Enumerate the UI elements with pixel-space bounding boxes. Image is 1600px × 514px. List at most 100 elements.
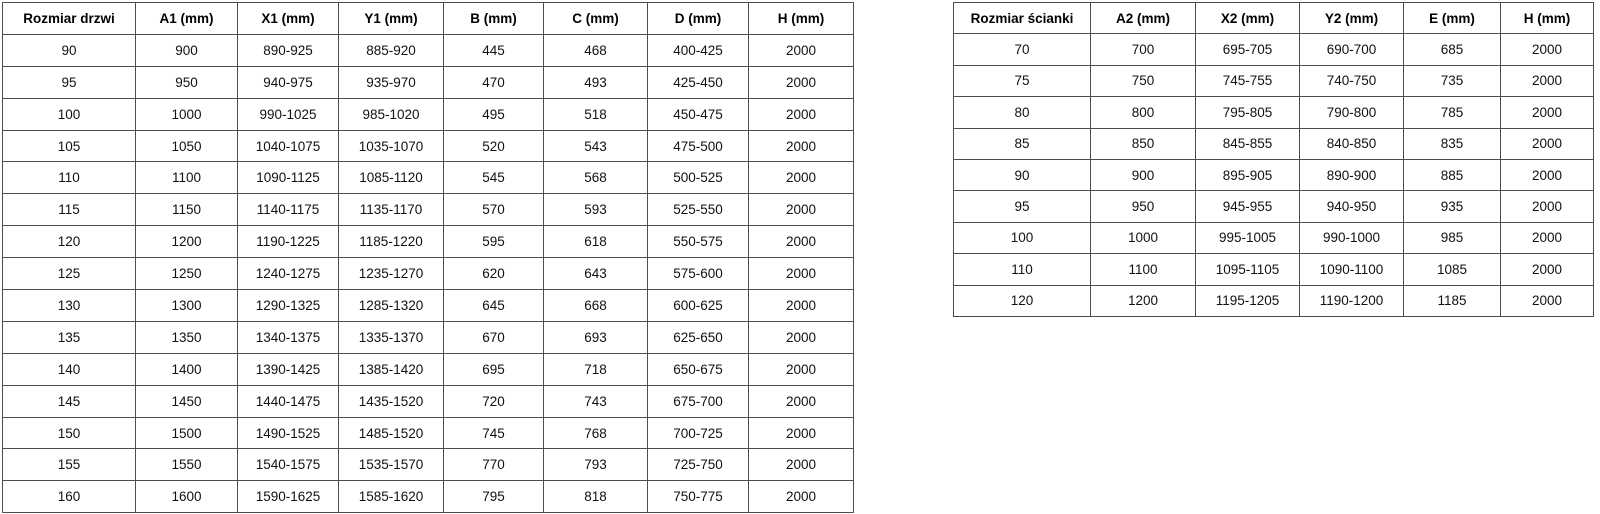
table-cell: 885-920	[338, 33, 444, 67]
table-cell: 1195-1205	[1195, 284, 1300, 317]
table-cell: 1150	[135, 193, 238, 227]
table-cell: 600-625	[647, 289, 749, 322]
table-cell: 1335-1370	[338, 320, 444, 354]
table-cell: 550-575	[647, 225, 749, 259]
table-cell: 90	[2, 33, 136, 67]
table-row: 155 1550 1540-1575 1535-1570 770 793 725-750 20…	[2, 448, 854, 482]
table-cell: 770	[443, 448, 544, 482]
table-row: 100 1000 995-1005 990-1000 985 2000	[953, 221, 1594, 255]
table-row: 95 950 945-955 940-950 935 2000	[953, 190, 1594, 223]
table-cell: 2000	[748, 193, 854, 227]
table-cell: 2000	[1500, 284, 1594, 317]
table-cell: 1290-1325	[237, 289, 339, 322]
table-cell: 1000	[135, 97, 238, 131]
table-cell: 1550	[135, 448, 238, 482]
table-cell: 685	[1403, 33, 1501, 66]
table-row: 110 1100 1095-1105 1090-1100 1085 2000	[953, 253, 1594, 286]
table-row: 75 750 745-755 740-750 735 2000	[953, 64, 1594, 98]
table-cell: 940-975	[237, 65, 339, 99]
column-header: A1 (mm)	[135, 2, 238, 35]
table-cell: 140	[2, 352, 136, 386]
table-cell: 1400	[135, 352, 238, 386]
table-cell: 470	[443, 65, 544, 99]
table-cell: 100	[953, 221, 1091, 255]
table-cell: 1540-1575	[237, 448, 339, 482]
table-cell: 950	[1090, 190, 1196, 223]
table-cell: 1535-1570	[338, 448, 444, 482]
table-cell: 110	[2, 161, 136, 195]
column-header: Rozmiar ścianki	[953, 1, 1091, 35]
door-size-table: Rozmiar drzwi A1 (mm) X1 (mm) Y1 (mm) B (mm)…	[2, 2, 854, 514]
table-cell: 150	[2, 416, 136, 450]
table-cell: 1450	[135, 384, 238, 418]
table-cell: 2000	[1500, 253, 1594, 286]
table-cell: 575-600	[647, 257, 749, 291]
table-cell: 650-675	[647, 352, 749, 386]
table-cell: 645	[443, 289, 544, 322]
table-cell: 595	[443, 225, 544, 259]
table-cell: 800	[1090, 96, 1196, 129]
table-cell: 795-805	[1195, 96, 1300, 129]
table-cell: 1185-1220	[338, 225, 444, 259]
table-cell: 900	[1090, 158, 1196, 192]
table-row: 90 900 890-925 885-920 445 468 400-425 2000	[2, 33, 854, 67]
table-row: 70 700 695-705 690-700 685 2000	[953, 33, 1594, 66]
table-cell: 2000	[748, 65, 854, 99]
table-cell: 425-450	[647, 65, 749, 99]
column-header: B (mm)	[443, 2, 544, 35]
table-cell: 1340-1375	[237, 320, 339, 354]
table-cell: 2000	[1500, 158, 1594, 192]
table-cell: 1100	[1090, 253, 1196, 286]
table-cell: 670	[443, 320, 544, 354]
table-cell: 700-725	[647, 416, 749, 450]
table-cell: 135	[2, 320, 136, 354]
table-cell: 718	[543, 352, 648, 386]
table-cell: 1000	[1090, 221, 1196, 255]
table-cell: 1185	[1403, 284, 1501, 317]
table-cell: 2000	[1500, 190, 1594, 223]
table-cell: 700	[1090, 33, 1196, 66]
table-cell: 750	[1090, 64, 1196, 98]
column-header: D (mm)	[647, 2, 749, 35]
table-cell: 1035-1070	[338, 129, 444, 163]
table-cell: 1235-1270	[338, 257, 444, 291]
table-cell: 2000	[1500, 221, 1594, 255]
table-cell: 1285-1320	[338, 289, 444, 322]
table-row: 150 1500 1490-1525 1485-1520 745 768 700-725 20…	[2, 416, 854, 450]
table-cell: 740-750	[1299, 64, 1404, 98]
table-cell: 935-970	[338, 65, 444, 99]
table-cell: 70	[953, 33, 1091, 66]
table-cell: 95	[953, 190, 1091, 223]
table-cell: 495	[443, 97, 544, 131]
table-cell: 1200	[1090, 284, 1196, 317]
table-cell: 570	[443, 193, 544, 227]
wall-table-body: 70 700 695-705 690-700 685 2000 75 750 745-755 74…	[953, 33, 1594, 317]
table-row: 135 1350 1340-1375 1335-1370 670 693 625-650 20…	[2, 320, 854, 354]
table-cell: 2000	[748, 384, 854, 418]
column-header: Y2 (mm)	[1299, 1, 1404, 35]
table-cell: 1190-1200	[1299, 284, 1404, 317]
table-cell: 2000	[1500, 33, 1594, 66]
table-cell: 500-525	[647, 161, 749, 195]
table-cell: 2000	[748, 225, 854, 259]
table-cell: 1590-1625	[237, 480, 339, 514]
table-cell: 120	[2, 225, 136, 259]
table-cell: 2000	[748, 33, 854, 67]
table-row: 130 1300 1290-1325 1285-1320 645 668 600-625 20…	[2, 289, 854, 322]
table-cell: 400-425	[647, 33, 749, 67]
table-cell: 2000	[748, 480, 854, 514]
table-cell: 115	[2, 193, 136, 227]
table-cell: 1200	[135, 225, 238, 259]
table-cell: 725-750	[647, 448, 749, 482]
table-cell: 2000	[748, 161, 854, 195]
table-cell: 1435-1520	[338, 384, 444, 418]
column-header: C (mm)	[543, 2, 648, 35]
table-row: 105 1050 1040-1075 1035-1070 520 543 475-500 20…	[2, 129, 854, 163]
table-row: 90 900 895-905 890-900 885 2000	[953, 158, 1594, 192]
table-cell: 695-705	[1195, 33, 1300, 66]
table-row: 85 850 845-855 840-850 835 2000	[953, 127, 1594, 160]
wall-table-header-row: Rozmiar ścianki A2 (mm) X2 (mm) Y2 (mm) E (m…	[953, 1, 1594, 35]
table-cell: 2000	[748, 352, 854, 386]
table-row: 95 950 940-975 935-970 470 493 425-450 2000	[2, 65, 854, 99]
table-cell: 2000	[748, 289, 854, 322]
